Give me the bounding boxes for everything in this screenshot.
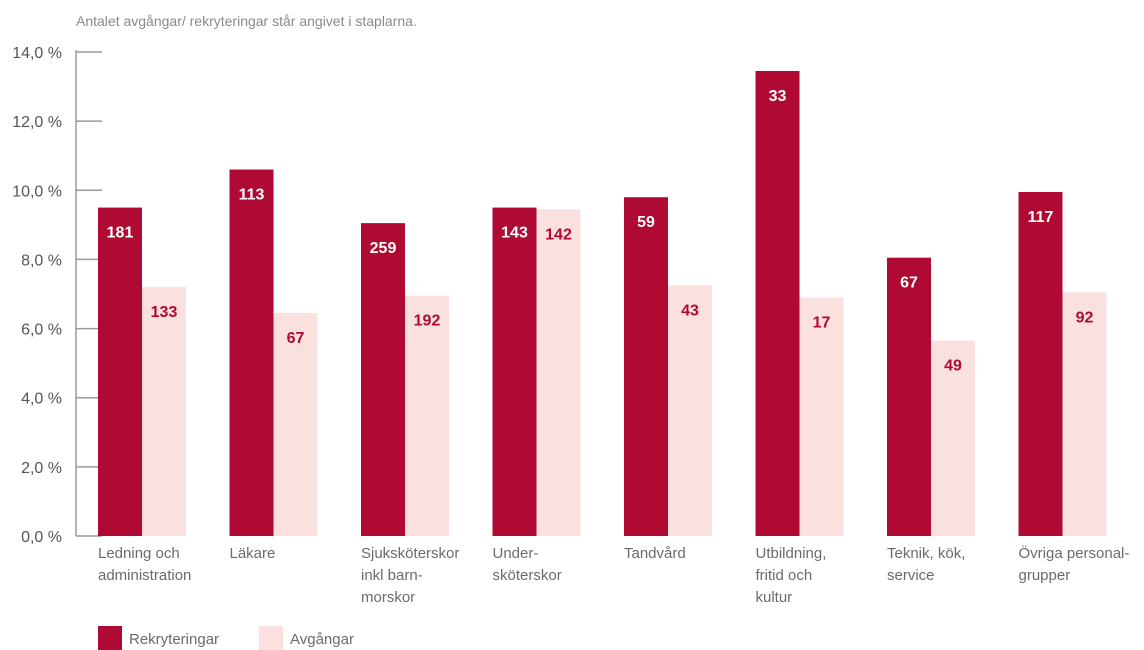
x-category-label: Övriga personal-grupper xyxy=(1019,544,1130,584)
chart-note: Antalet avgångar/ rekryteringar står ang… xyxy=(76,13,417,29)
bar-avgångar xyxy=(931,340,975,536)
legend: Rekryteringar Avgångar xyxy=(98,626,354,650)
bar-avgångar xyxy=(273,313,318,536)
y-axis: 0,0 % 2,0 % 4,0 % 6,0 % 8,0 % 10,0 % 12,0 % 14,… xyxy=(12,45,102,546)
y-tick-label: 10,0 % xyxy=(12,183,62,200)
bar-rekryteringar xyxy=(229,169,274,537)
bar-value-label: 17 xyxy=(813,314,831,331)
bar-value-label: 59 xyxy=(637,214,655,231)
bar-value-label: 92 xyxy=(1076,309,1094,326)
bar-rekryteringar xyxy=(1018,192,1063,536)
bar-rekryteringar xyxy=(98,207,142,537)
bar-avgångar xyxy=(405,295,449,536)
legend-swatch xyxy=(259,626,283,650)
x-category-label: Ledning och administration xyxy=(98,545,191,584)
legend-label: Avgångar xyxy=(290,631,354,648)
bar-value-label: 113 xyxy=(239,187,265,204)
bar-value-label: 43 xyxy=(681,302,699,319)
x-category-label: Tandvård xyxy=(624,545,686,562)
bar-avgångar xyxy=(799,297,844,536)
x-category-label: Sjuksköterskor inkl barn-morskor xyxy=(361,545,459,606)
legend-label: Rekryteringar xyxy=(129,631,219,648)
y-tick-label: 4,0 % xyxy=(21,391,62,408)
bar-rekryteringar xyxy=(624,197,668,536)
bar-value-label: 67 xyxy=(287,330,305,347)
y-tick-label: 0,0 % xyxy=(21,529,62,546)
bar-value-label: 33 xyxy=(769,88,787,105)
bar-value-label: 259 xyxy=(370,240,397,257)
bar-value-label: 117 xyxy=(1028,209,1054,226)
y-tick-label: 6,0 % xyxy=(21,322,62,339)
x-category-label: Läkare xyxy=(230,545,276,562)
bar-value-label: 181 xyxy=(107,225,134,242)
y-tick-label: 14,0 % xyxy=(12,45,62,62)
bar-avgångar xyxy=(668,285,712,536)
bar-value-label: 142 xyxy=(545,226,572,243)
y-tick-label: 12,0 % xyxy=(12,114,62,131)
bar-rekryteringar xyxy=(492,207,537,537)
bar-value-label: 192 xyxy=(414,313,441,330)
bar-rekryteringar xyxy=(755,71,800,536)
category-labels: Ledning och administration Läkare Sjuksköte… xyxy=(98,544,1129,606)
legend-swatch xyxy=(98,626,122,650)
bar-avgångar xyxy=(142,287,186,536)
bar-rekryteringar xyxy=(887,257,931,536)
bar-value-label: 143 xyxy=(501,225,528,242)
bar-avgångar xyxy=(1062,292,1107,536)
bar-value-label: 49 xyxy=(944,358,962,375)
x-category-label: Teknik, kök, service xyxy=(887,545,965,584)
bar-value-label: 67 xyxy=(900,275,918,292)
x-category-label: Under-sköterskor xyxy=(493,545,562,584)
y-tick-label: 8,0 % xyxy=(21,252,62,269)
bars: 181 133 113 67 259 192 143 142 59 43 33 17 67 49 117 92 xyxy=(98,71,1107,537)
bar-avgångar xyxy=(536,209,581,537)
bar-value-label: 133 xyxy=(151,304,178,321)
y-tick-label: 2,0 % xyxy=(21,460,62,477)
x-category-label: Utbildning, fritid och kultur xyxy=(756,545,827,606)
bar-rekryteringar xyxy=(361,223,405,536)
